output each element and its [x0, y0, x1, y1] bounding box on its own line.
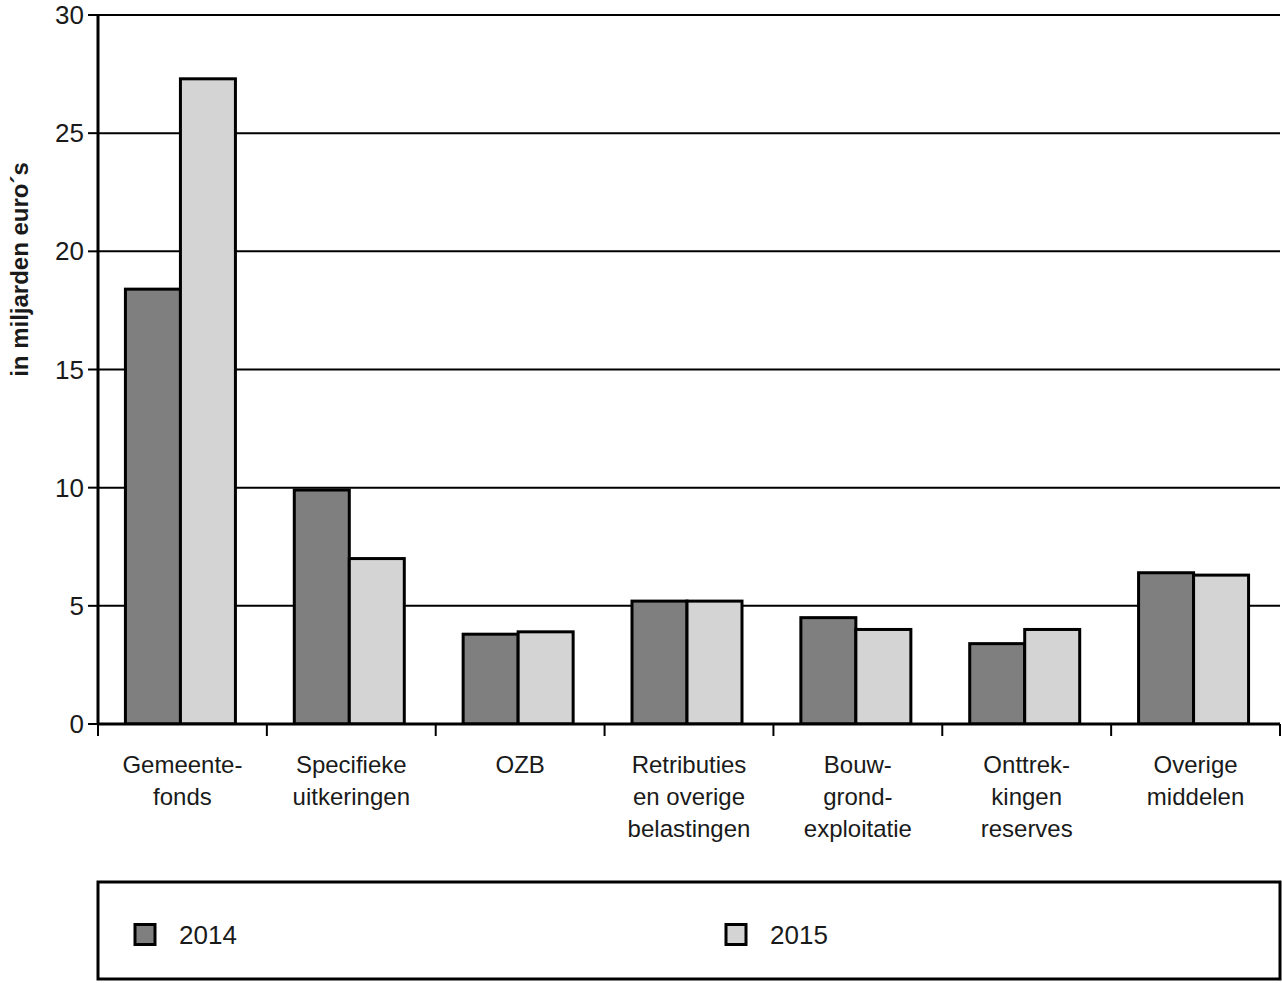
chart: 0 5 10 15 20 25 30 in miljarden euro´s Gemeente-…	[0, 0, 1282, 983]
x-tick-label-line: Gemeente-	[122, 751, 242, 778]
bar	[632, 601, 687, 724]
x-tick	[772, 724, 774, 736]
y-tick-label: 30	[55, 0, 84, 30]
bar	[1025, 629, 1080, 724]
x-tick-label-line: middelen	[1147, 783, 1244, 810]
x-tick-label-line: OZB	[495, 751, 544, 778]
legend-label: 2014	[179, 920, 237, 950]
legend-box	[98, 882, 1280, 979]
grid-line	[98, 723, 1280, 725]
bar	[349, 559, 404, 724]
x-tick-label: Onttrek-kingen reserves	[981, 751, 1073, 842]
x-tick	[1279, 724, 1281, 736]
legend-swatch	[135, 925, 155, 945]
x-tick-label-line: fonds	[153, 783, 212, 810]
y-tick-label: 25	[55, 118, 84, 148]
x-tick-label-line: uitkeringen	[293, 783, 410, 810]
legend-label: 2015	[770, 920, 828, 950]
x-tick-label: OZB	[495, 751, 544, 778]
bar	[463, 634, 518, 724]
bar	[1194, 575, 1249, 724]
y-axis-label: in miljarden euro´s	[6, 162, 33, 377]
legend-swatch	[726, 925, 746, 945]
x-tick-label-line: grond-	[823, 783, 892, 810]
bar	[801, 618, 856, 724]
x-tick	[266, 724, 268, 736]
grid-line	[98, 250, 1280, 252]
x-tick-label: Gemeente-fonds	[122, 751, 242, 810]
grid-line	[98, 487, 1280, 489]
x-tick-label-line: en overige	[633, 783, 745, 810]
x-tick-label-line: exploitatie	[804, 815, 912, 842]
x-tick-label-line: Retributies	[632, 751, 747, 778]
x-tick-label: Bouw-grond-exploitatie	[804, 751, 912, 842]
x-tick	[941, 724, 943, 736]
grid-line	[98, 132, 1280, 134]
x-axis	[98, 723, 1280, 726]
bar	[970, 644, 1025, 724]
x-tick-label-line: Specifieke	[296, 751, 407, 778]
x-tick-label-line: Overige	[1154, 751, 1238, 778]
x-tick-label: Overige middelen	[1147, 751, 1244, 810]
bar	[125, 289, 180, 724]
x-tick-label-line: belastingen	[628, 815, 751, 842]
grid-line	[98, 369, 1280, 371]
y-tick-label: 15	[55, 355, 84, 385]
x-tick-label: Retributies en overige belastingen	[628, 751, 751, 842]
x-tick-label: Specifieke uitkeringen	[293, 751, 410, 810]
x-tick-label-line: Onttrek-	[983, 751, 1070, 778]
x-tick	[97, 724, 99, 736]
bar	[687, 601, 742, 724]
x-tick-label-line: kingen	[991, 783, 1062, 810]
y-tick-label: 20	[55, 236, 84, 266]
grid-line	[98, 14, 1280, 16]
x-tick	[604, 724, 606, 736]
bar	[856, 629, 911, 724]
x-tick	[435, 724, 437, 736]
x-tick-label-line: reserves	[981, 815, 1073, 842]
y-axis	[97, 15, 100, 724]
x-tick	[1110, 724, 1112, 736]
bar	[180, 79, 235, 724]
bar	[294, 490, 349, 724]
y-tick-label: 5	[70, 591, 84, 621]
y-tick-label: 10	[55, 473, 84, 503]
bar	[518, 632, 573, 724]
bar	[1139, 573, 1194, 724]
x-tick-label-line: Bouw-	[824, 751, 892, 778]
y-tick-label: 0	[70, 709, 84, 739]
bars	[125, 79, 1248, 724]
